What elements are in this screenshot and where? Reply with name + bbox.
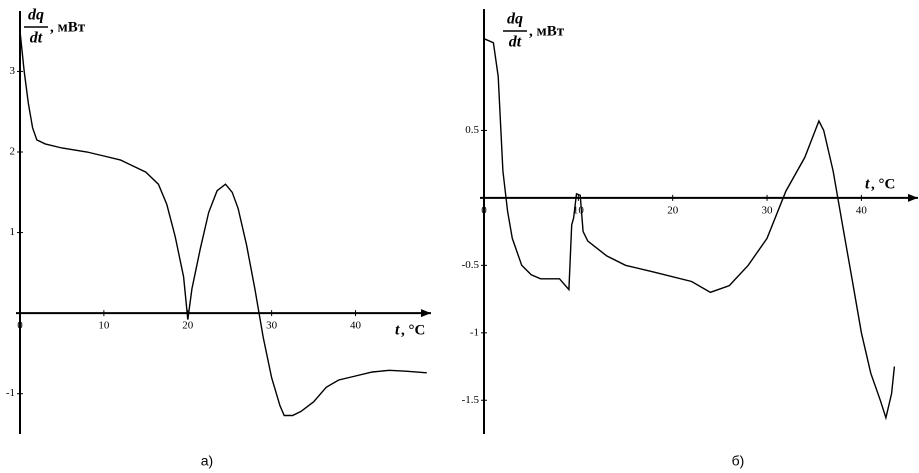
y-tick-label: 2 xyxy=(10,146,16,158)
y-unit: , мВт xyxy=(50,19,86,35)
y-tick-label: 3 xyxy=(10,65,16,77)
caption: б) xyxy=(732,453,745,469)
x-tick-label: 40 xyxy=(350,320,362,332)
y-tick-label: -1 xyxy=(6,387,15,399)
x-tick-label: 20 xyxy=(182,320,194,332)
x-tick-label: 30 xyxy=(762,204,774,216)
x-tick-label: 30 xyxy=(266,320,278,332)
y-label-top: dq xyxy=(507,11,523,28)
y-tick-label: -0.5 xyxy=(462,259,480,271)
data-line xyxy=(483,38,896,421)
x-tick-label: 40 xyxy=(856,204,868,216)
x-unit: , °C xyxy=(871,176,895,192)
x-tick-label: 10 xyxy=(98,320,110,332)
y-label-top: dq xyxy=(28,7,44,24)
y-unit: , мВт xyxy=(529,23,565,39)
y-label-bottom: dt xyxy=(30,30,43,47)
y-label-bottom: dt xyxy=(509,34,522,51)
y-tick-label: -1.5 xyxy=(462,394,480,406)
x-tick-label: 0 xyxy=(481,204,487,216)
caption: а) xyxy=(201,453,213,469)
axis-arrow xyxy=(421,309,431,318)
data-line xyxy=(19,31,427,417)
x-label: t xyxy=(865,176,870,193)
y-tick-label: -1 xyxy=(470,326,479,338)
x-tick-label: 0 xyxy=(17,320,23,332)
x-label: t xyxy=(395,322,400,339)
axis-arrow xyxy=(908,193,918,202)
x-unit: , °C xyxy=(401,322,425,338)
y-tick-label: 0.5 xyxy=(465,124,479,136)
y-tick-label: 1 xyxy=(10,226,16,238)
x-tick-label: 10 xyxy=(573,204,585,216)
x-tick-label: 20 xyxy=(667,204,679,216)
